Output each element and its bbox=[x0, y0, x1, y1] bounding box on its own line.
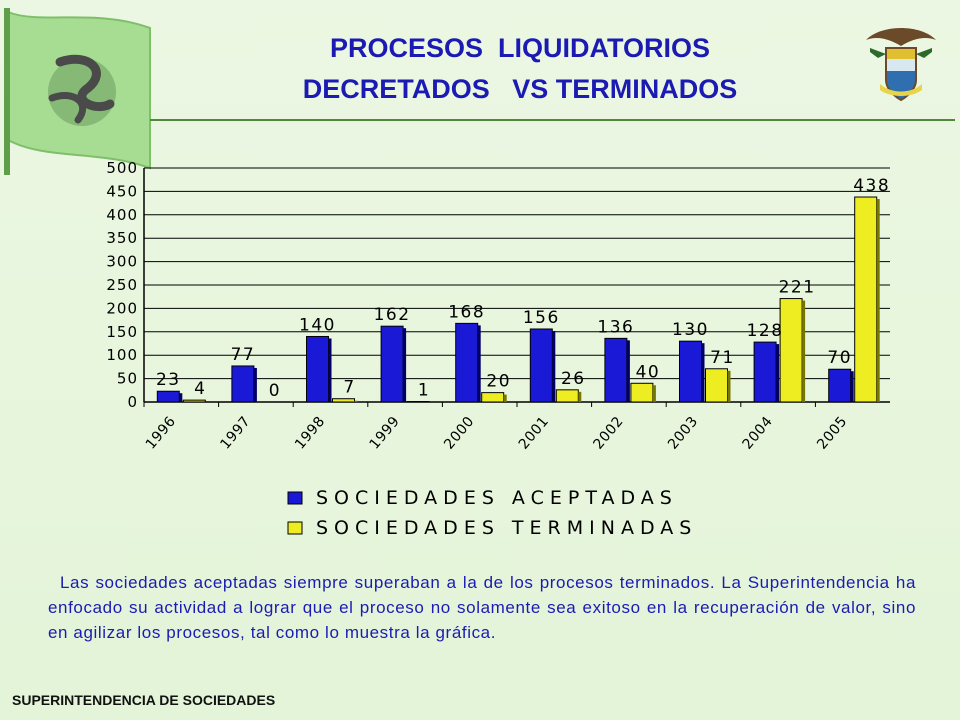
y-tick-label: 0 bbox=[127, 393, 138, 411]
bar-terminated bbox=[854, 196, 878, 403]
title-line-2: DECRETADOS VS TERMINADOS bbox=[302, 74, 738, 104]
bar-terminated bbox=[332, 398, 355, 403]
data-label-terminated: 26 bbox=[561, 369, 586, 389]
bar-accepted bbox=[231, 365, 255, 403]
bar-terminated bbox=[555, 389, 579, 403]
bar-accepted-shadow bbox=[850, 371, 854, 402]
data-label-terminated: 221 bbox=[779, 278, 816, 298]
page-title: PROCESOS LIQUIDATORIOS DECRETADOS VS TER… bbox=[160, 28, 880, 110]
bar-accepted-shadow bbox=[626, 340, 630, 402]
y-tick-label: 150 bbox=[106, 323, 138, 341]
chart-y-ticks: 0 50 100 150 200 250 300 350 400 450 500 bbox=[106, 159, 138, 411]
data-label-accepted: 156 bbox=[523, 308, 560, 328]
x-tick-label: 1996 bbox=[143, 413, 179, 452]
data-label-accepted: 128 bbox=[747, 321, 784, 341]
y-tick-label: 350 bbox=[106, 229, 138, 247]
bar-accepted bbox=[455, 322, 479, 403]
bar-terminated bbox=[705, 368, 728, 403]
bar-terminated-shadow bbox=[354, 400, 358, 402]
y-tick-label: 200 bbox=[106, 299, 138, 317]
bar-accepted-shadow bbox=[776, 344, 780, 402]
footer-organization-name: SUPERINTENDENCIA DE SOCIEDADES bbox=[12, 692, 276, 708]
bar-accepted-shadow bbox=[253, 367, 257, 402]
y-tick-label: 400 bbox=[106, 206, 138, 224]
x-tick-label: 1999 bbox=[367, 413, 403, 452]
chart-legend: SOCIEDADES ACEPTADAS SOCIEDADES TERMINADA… bbox=[287, 487, 697, 539]
y-tick-label: 250 bbox=[106, 276, 138, 294]
bar-accepted-shadow bbox=[477, 325, 481, 402]
bar-accepted bbox=[604, 337, 628, 403]
data-label-accepted: 168 bbox=[448, 302, 485, 322]
superintendencia-logo-icon bbox=[48, 54, 116, 126]
data-label-terminated: 0 bbox=[269, 381, 281, 401]
y-tick-label: 50 bbox=[117, 370, 138, 388]
data-label-accepted: 162 bbox=[374, 305, 411, 325]
bar-accepted-shadow bbox=[701, 343, 705, 402]
logo-flag-icon bbox=[4, 8, 151, 175]
bar-terminated bbox=[779, 298, 803, 403]
x-tick-label: 2004 bbox=[740, 413, 776, 452]
data-label-terminated: 71 bbox=[710, 348, 735, 368]
header-divider bbox=[150, 119, 955, 121]
y-tick-label: 100 bbox=[106, 346, 138, 364]
bar-terminated-shadow bbox=[876, 199, 880, 402]
legend-label-terminated: SOCIEDADES TERMINADAS bbox=[316, 517, 697, 539]
bar-terminated-shadow bbox=[802, 300, 806, 402]
chart-x-ticks: 1996 1997 1998 1999 2000 2001 2002 2003 2004 2005 bbox=[143, 413, 851, 452]
chart-bars bbox=[156, 196, 880, 403]
bar-terminated-shadow bbox=[727, 370, 731, 402]
bar-accepted bbox=[380, 325, 404, 403]
bar-terminated-shadow bbox=[652, 385, 656, 402]
data-label-terminated: 20 bbox=[486, 372, 511, 392]
x-tick-label: 2005 bbox=[814, 413, 850, 452]
bar-terminated bbox=[182, 399, 206, 403]
bar-accepted bbox=[306, 335, 329, 403]
bar-accepted-shadow bbox=[328, 338, 332, 402]
x-tick-label: 2000 bbox=[441, 413, 477, 452]
bar-accepted bbox=[156, 390, 180, 403]
bar-accepted-shadow bbox=[552, 330, 556, 402]
y-tick-label: 500 bbox=[106, 159, 138, 177]
bar-terminated bbox=[481, 392, 505, 403]
x-tick-label: 1998 bbox=[292, 413, 328, 452]
x-tick-label: 2002 bbox=[590, 413, 626, 452]
bar-terminated-shadow bbox=[503, 394, 507, 402]
data-label-terminated: 1 bbox=[418, 381, 430, 401]
data-label-accepted: 136 bbox=[597, 317, 634, 337]
bar-terminated-shadow bbox=[578, 391, 582, 402]
bar-accepted-shadow bbox=[179, 393, 183, 402]
x-tick-label: 2003 bbox=[665, 413, 701, 452]
description-paragraph: Las sociedades aceptadas siempre superab… bbox=[48, 573, 916, 642]
bar-accepted bbox=[679, 340, 702, 403]
legend-swatch-accepted bbox=[287, 491, 303, 505]
data-label-accepted: 23 bbox=[156, 370, 181, 390]
data-label-terminated: 40 bbox=[636, 362, 661, 382]
bar-accepted bbox=[529, 328, 553, 403]
bar-accepted bbox=[828, 368, 852, 403]
title-line-1: PROCESOS LIQUIDATORIOS bbox=[329, 33, 711, 63]
bar-accepted bbox=[753, 341, 777, 403]
data-label-accepted: 77 bbox=[231, 345, 256, 365]
x-tick-label: 2001 bbox=[516, 413, 552, 452]
x-tick-label: 1997 bbox=[217, 413, 253, 452]
y-tick-label: 300 bbox=[106, 253, 138, 271]
bar-accepted-shadow bbox=[403, 328, 407, 402]
data-label-accepted: 70 bbox=[827, 348, 852, 368]
data-label-terminated: 4 bbox=[194, 379, 206, 399]
data-label-terminated: 7 bbox=[343, 378, 355, 398]
data-label-terminated: 438 bbox=[853, 176, 890, 196]
data-label-accepted: 140 bbox=[299, 315, 336, 335]
legend-swatch-terminated bbox=[287, 521, 303, 535]
legend-label-accepted: SOCIEDADES ACEPTADAS bbox=[316, 487, 678, 509]
bar-terminated bbox=[630, 382, 654, 403]
colombia-coat-of-arms-icon bbox=[866, 28, 936, 102]
data-label-accepted: 130 bbox=[672, 320, 709, 340]
y-tick-label: 450 bbox=[106, 182, 138, 200]
